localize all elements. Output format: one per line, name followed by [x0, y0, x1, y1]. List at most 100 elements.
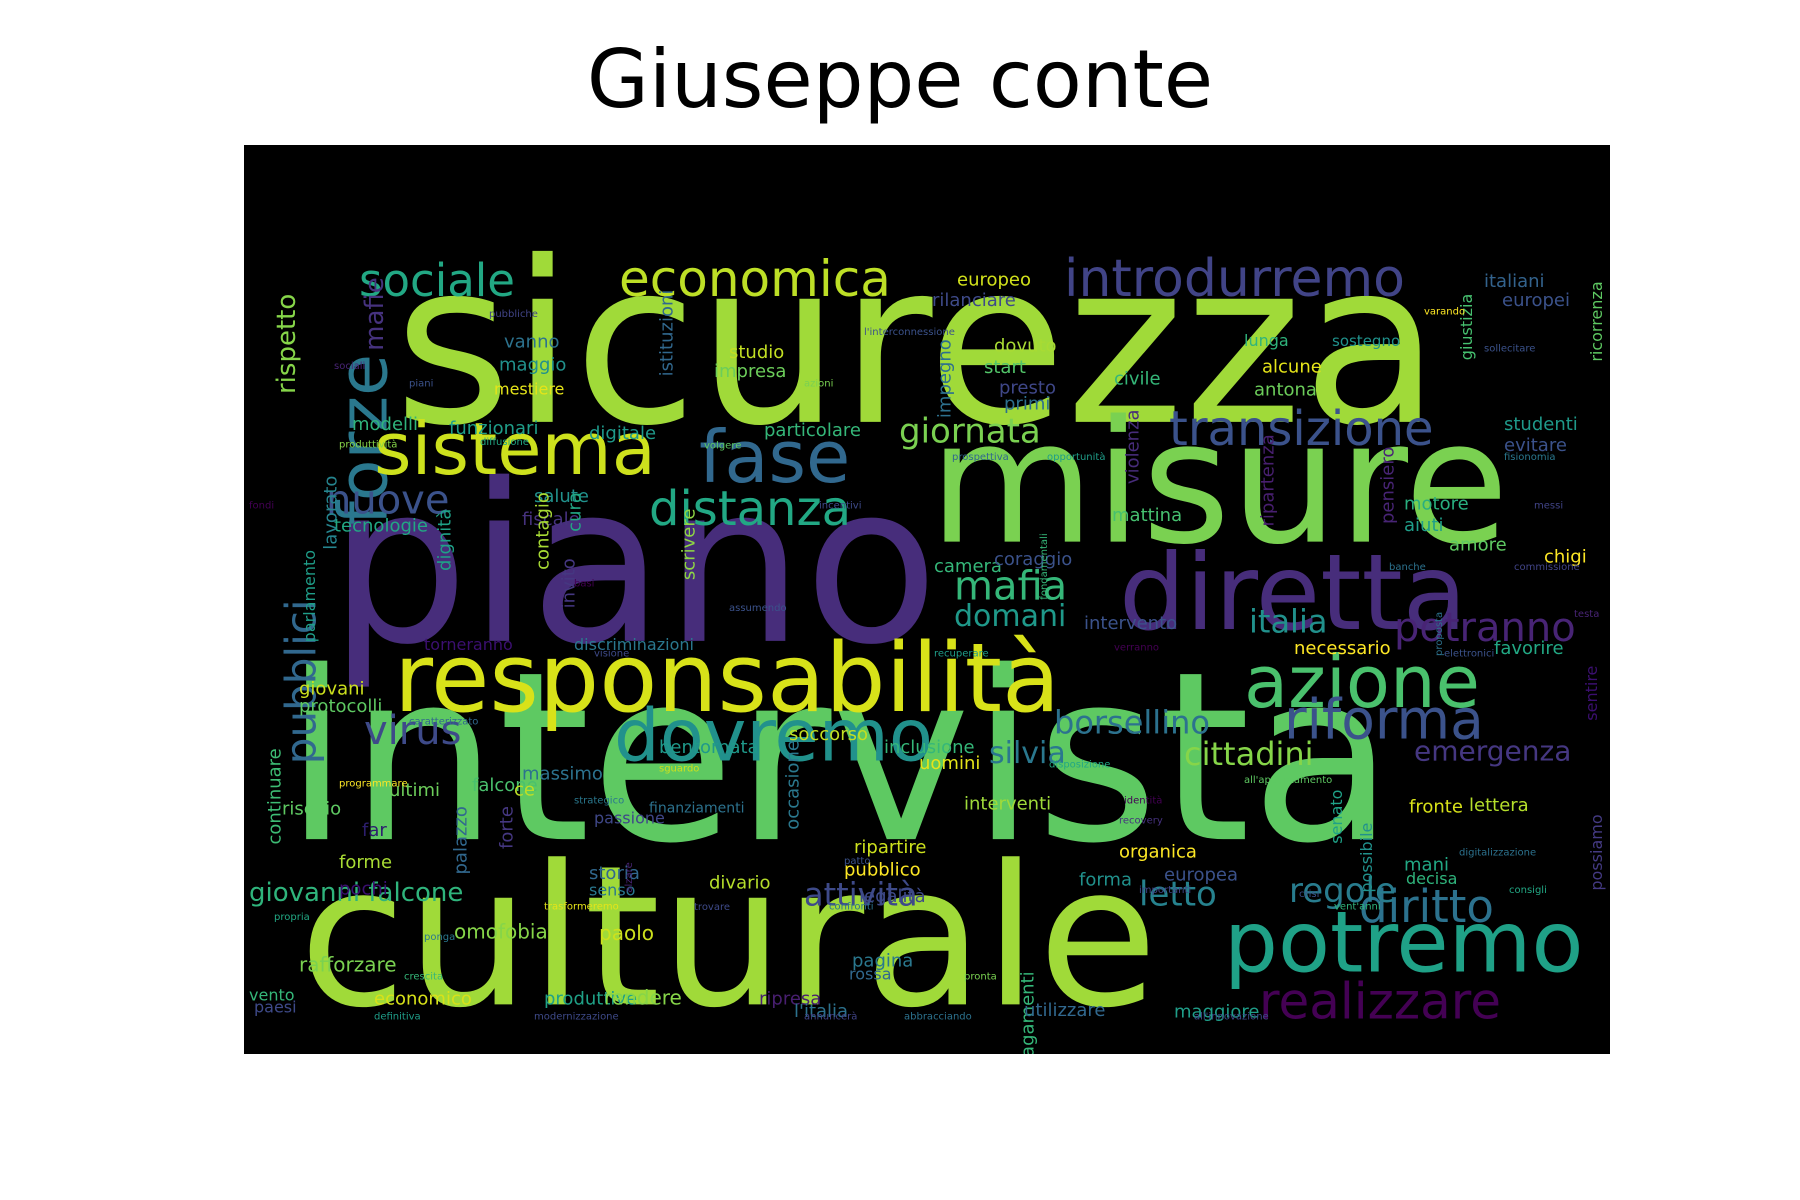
cloud-word: strategico: [574, 796, 624, 807]
cloud-word: modelli: [352, 414, 418, 435]
cloud-word: potranno: [1394, 605, 1576, 651]
cloud-word: volgere: [704, 440, 741, 451]
cloud-word: mafia: [954, 564, 1067, 610]
cloud-word: palazzo: [450, 806, 471, 874]
cloud-word: pagina: [852, 950, 913, 971]
cloud-word: motore: [1404, 493, 1469, 514]
cloud-word: tecnologie: [334, 516, 428, 537]
cloud-word: salute: [534, 486, 589, 507]
cloud-word: realizzare: [1259, 972, 1501, 1030]
cloud-word: rischio: [282, 798, 341, 819]
cloud-word: abbracciando: [904, 1011, 972, 1022]
cloud-word: cittadini: [1184, 735, 1314, 773]
cloud-word: uomini: [919, 753, 980, 774]
cloud-word: intervista: [284, 622, 1395, 895]
cloud-word: invito: [558, 558, 579, 608]
cloud-word: forte: [496, 806, 517, 849]
cloud-word: lettera: [1469, 795, 1529, 816]
cloud-word: recovery: [1119, 815, 1163, 826]
cloud-word: azioni: [804, 378, 833, 389]
cloud-word: banche: [1389, 562, 1426, 573]
cloud-word: rilanciare: [932, 290, 1016, 311]
cloud-word: organica: [1119, 841, 1197, 862]
word-cloud-canvas: intervistasicurezzapianoculturalemisurer…: [249, 214, 1606, 1054]
cloud-word: dignità: [434, 509, 455, 571]
word-cloud: intervista sicurezza piano culturale misure r…: [244, 145, 1610, 1054]
cloud-word: studenti: [1504, 414, 1578, 435]
cloud-word: l'interconnessione: [864, 327, 955, 338]
cloud-word: riforma: [1284, 687, 1484, 751]
cloud-word: pochi: [339, 879, 388, 900]
cloud-word: letto: [1139, 874, 1217, 914]
cloud-word: fiscale: [522, 509, 580, 530]
cloud-word: contagio: [532, 492, 553, 570]
cloud-word: proposta: [1434, 612, 1445, 656]
cloud-word: senso: [589, 880, 635, 899]
cloud-word: trovare: [694, 902, 730, 913]
cloud-word: ponga: [424, 932, 455, 943]
cloud-word: fisionomia: [1504, 452, 1556, 463]
cloud-word: start: [984, 357, 1026, 378]
cloud-word: annuncerà: [804, 1010, 857, 1022]
cloud-word: crescita: [404, 972, 443, 983]
cloud-word: forme: [339, 852, 392, 873]
cloud-word: legalità: [859, 886, 926, 907]
cloud-word: testa: [1574, 609, 1599, 620]
cloud-word: mafie: [360, 277, 390, 351]
cloud-word: ce: [514, 779, 535, 800]
cloud-word: antona: [1254, 379, 1317, 400]
cloud-word: sentire: [1582, 666, 1601, 721]
cloud-word: protocolli: [299, 696, 382, 717]
cloud-word: giovanni falcone: [249, 878, 463, 908]
cloud-word: patto: [844, 856, 870, 867]
cloud-word: incentivi: [819, 501, 862, 512]
cloud-word: possiamo: [1587, 814, 1606, 890]
cloud-word: opportunità: [1047, 451, 1105, 463]
cloud-word: pronta: [964, 972, 997, 983]
cloud-word: prospettiva: [952, 452, 1009, 463]
cloud-word: giovani: [299, 679, 365, 700]
cloud-word: istituzioni: [656, 290, 677, 377]
cloud-word: regole: [1289, 871, 1396, 911]
cloud-word: piani: [409, 378, 433, 389]
cloud-word: paolo: [599, 921, 654, 945]
cloud-word: funzionari: [449, 418, 538, 439]
cloud-word: giornata: [899, 411, 1041, 451]
cloud-word: distanza: [649, 481, 851, 537]
cloud-word: decisa: [1406, 869, 1457, 888]
cloud-word: ultimi: [389, 780, 440, 801]
cloud-word: favorire: [1494, 638, 1564, 659]
cloud-word: introdurremo: [1064, 249, 1405, 309]
cloud-word: pubblico: [844, 860, 921, 881]
cloud-word: pubblici: [277, 600, 326, 765]
cloud-word: possibile: [1357, 823, 1376, 893]
cloud-word: crisi: [1299, 889, 1319, 900]
cloud-word: identità: [1124, 795, 1162, 807]
cloud-word: virus: [364, 708, 461, 754]
cloud-word: camera: [934, 556, 1002, 577]
cloud-word: alcune: [1262, 356, 1322, 377]
cloud-word: continuare: [264, 748, 285, 844]
cloud-word: coraggio: [994, 549, 1072, 570]
cloud-word: impresa: [714, 361, 786, 382]
cloud-word: culturale: [299, 823, 1158, 1050]
cloud-word: fondamentali: [1039, 533, 1050, 599]
cloud-word: inclusione: [884, 737, 975, 758]
cloud-word: europeo: [957, 269, 1031, 290]
cloud-word: forze: [324, 354, 403, 525]
cloud-word: europea: [1164, 864, 1238, 885]
cloud-word: ripresa: [759, 988, 821, 1009]
cloud-word: mani: [1404, 855, 1449, 876]
cloud-word: rafforzare: [299, 952, 397, 976]
cloud-word: impegno: [934, 339, 955, 418]
cloud-word: verranno: [1114, 643, 1159, 654]
cloud-word: mestiere: [494, 380, 564, 399]
cloud-word: ripartire: [854, 837, 926, 858]
cloud-word: borsellino: [1054, 703, 1210, 741]
cloud-word: alzare: [624, 862, 635, 892]
cloud-word: studio: [729, 342, 784, 363]
cloud-word: civile: [1114, 369, 1161, 390]
cloud-word: disposizione: [1049, 759, 1110, 770]
cloud-word: sicurezza: [394, 214, 1440, 476]
cloud-word: pensiero: [1377, 447, 1398, 524]
